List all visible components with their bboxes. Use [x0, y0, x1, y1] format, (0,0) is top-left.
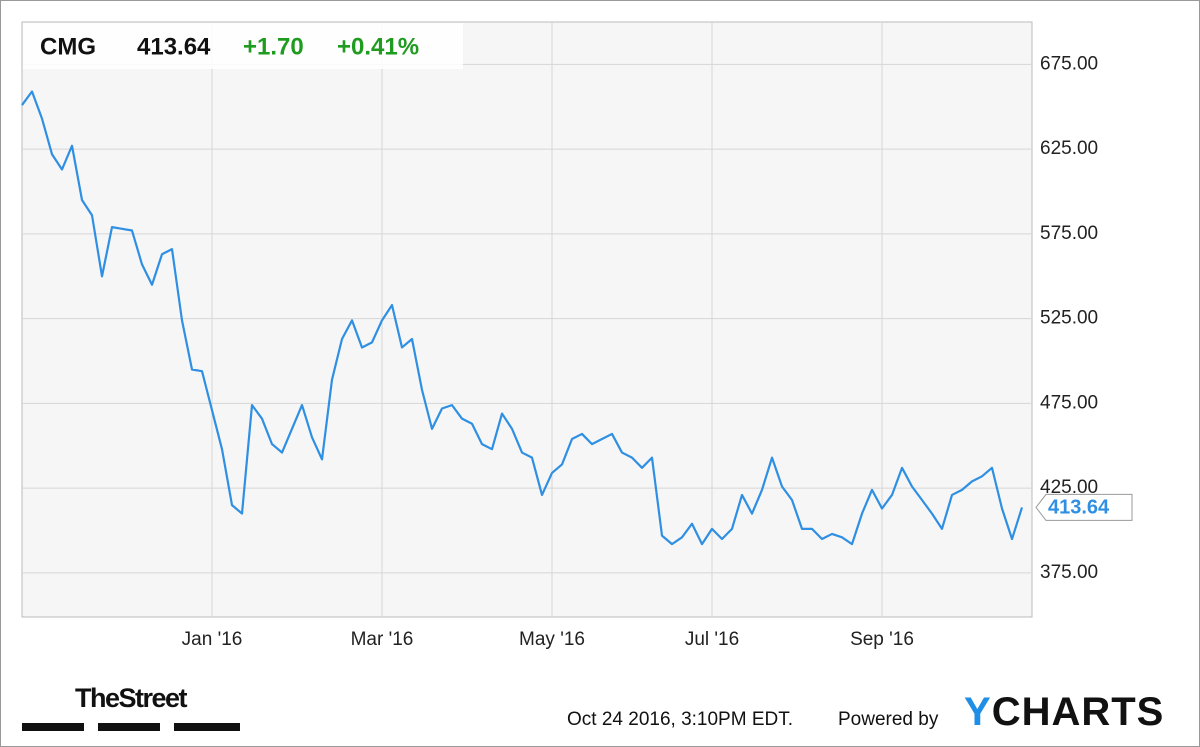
brand-logo: YCHARTS	[964, 690, 1165, 734]
publisher: TheStreet	[75, 683, 188, 713]
plot-area	[21, 21, 1033, 618]
last-price-label: 413.64	[1048, 497, 1110, 519]
change-pct: +0.41%	[337, 33, 419, 60]
y-tick-label: 525.00	[1040, 308, 1098, 329]
y-tick-label: 375.00	[1040, 562, 1098, 583]
logo-bar	[174, 723, 240, 731]
y-tick-label: 425.00	[1040, 477, 1098, 498]
last-price-callout	[1035, 493, 1133, 521]
y-tick-label: 475.00	[1040, 392, 1098, 413]
x-tick-label: Sep '16	[850, 629, 914, 650]
x-tick-label: Mar '16	[351, 629, 414, 650]
y-tick-label: 675.00	[1040, 53, 1098, 74]
logo-bar	[22, 723, 84, 731]
change: +1.70	[243, 33, 304, 60]
powered-by: Powered by	[838, 709, 939, 730]
x-tick-label: Jan '16	[182, 629, 243, 650]
ticker: CMG	[40, 33, 96, 60]
logo-bar	[98, 723, 160, 731]
header-box	[23, 23, 463, 69]
y-tick-label: 575.00	[1040, 223, 1098, 244]
y-tick-label: 625.00	[1040, 138, 1098, 159]
timestamp: Oct 24 2016, 3:10PM EDT.	[567, 709, 793, 730]
x-tick-label: May '16	[519, 629, 585, 650]
price: 413.64	[137, 33, 211, 60]
price-line	[21, 90, 1024, 546]
x-tick-label: Jul '16	[685, 629, 739, 650]
